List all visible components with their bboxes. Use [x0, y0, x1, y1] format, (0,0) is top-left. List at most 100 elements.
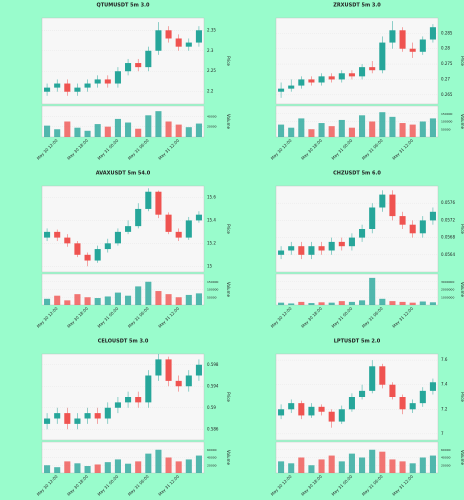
- volume-bar: [54, 467, 61, 473]
- candle-body: [195, 30, 202, 43]
- x-tick-label: May 31 06:00: [127, 474, 150, 497]
- candle-body: [328, 241, 335, 251]
- x-tick-label: May 31 06:00: [127, 138, 150, 161]
- candle-body: [165, 359, 172, 381]
- y-tick-label: 2.3: [207, 48, 214, 53]
- candle-body: [338, 73, 345, 80]
- volume-bar: [135, 128, 142, 137]
- volume-bar: [379, 451, 386, 473]
- volume-bar: [165, 121, 172, 137]
- volume-bar: [348, 127, 355, 137]
- volume-tick-label: 1000000: [441, 295, 454, 299]
- volume-bar: [369, 277, 376, 305]
- x-tick-label: May 30 18:00: [300, 474, 323, 497]
- y-tick-label: 0.0568: [441, 235, 455, 240]
- volume-bar: [379, 112, 386, 137]
- volume-bar: [185, 294, 192, 305]
- candle-body: [429, 211, 436, 221]
- volume-bar: [278, 124, 285, 137]
- volume-tick-label: 100000: [207, 288, 219, 292]
- candle-body: [155, 359, 162, 376]
- y-tick-label: 2.2: [207, 89, 214, 94]
- candle-body: [359, 390, 366, 397]
- x-tick-label: May 31 00:00: [330, 474, 353, 497]
- volume-bar: [195, 293, 202, 305]
- candle-body: [298, 246, 305, 255]
- candle-body: [44, 418, 51, 424]
- candle-body: [318, 76, 325, 83]
- candle-body: [175, 380, 182, 387]
- volume-bar: [389, 301, 396, 305]
- volume-axis-label: Volume: [460, 282, 464, 297]
- candle-body: [278, 88, 285, 92]
- volume-tick-label: 50000: [207, 295, 217, 299]
- price-panel: [41, 353, 205, 441]
- volume-bar: [84, 130, 91, 137]
- candle-body: [104, 407, 111, 419]
- candle-body: [298, 403, 305, 416]
- volume-bar: [114, 292, 121, 305]
- volume-bar: [338, 301, 345, 305]
- x-tick-label: May 31 00:00: [96, 138, 119, 161]
- volume-bar: [409, 124, 416, 137]
- candle-body: [135, 63, 142, 68]
- y-tick-label: 0.265: [441, 92, 453, 97]
- volume-bar: [389, 116, 396, 137]
- volume-bar: [399, 301, 406, 305]
- candle-body: [195, 364, 202, 376]
- volume-bar: [135, 461, 142, 473]
- candle-body: [308, 406, 315, 416]
- candle-body: [338, 409, 345, 422]
- volume-bar: [308, 129, 315, 137]
- y-tick-label: 0.27: [441, 76, 450, 81]
- y-tick-label: 7.6: [441, 357, 448, 362]
- candle-body: [288, 246, 295, 251]
- chart-title: AVAXUSDT 5m 54.0: [96, 171, 151, 177]
- y-tick-label: 0.586: [207, 426, 219, 431]
- volume-bar: [185, 459, 192, 473]
- volume-tick-label: 2000000: [441, 288, 454, 292]
- candle-body: [288, 403, 295, 410]
- x-tick-label: May 30 18:00: [66, 474, 89, 497]
- y-tick-label: 0.285: [441, 30, 453, 35]
- volume-bar: [298, 457, 305, 473]
- candle-body: [185, 42, 192, 47]
- candle-body: [379, 194, 386, 208]
- candle-body: [135, 397, 142, 403]
- candle-body: [44, 87, 51, 92]
- candle-body: [419, 220, 426, 234]
- candle-body: [328, 411, 335, 422]
- volume-bar: [318, 302, 325, 305]
- volume-bar: [328, 302, 335, 305]
- candle-body: [145, 50, 152, 68]
- volume-bar: [104, 462, 111, 473]
- volume-tick-label: 60000: [207, 448, 217, 452]
- candle-body: [64, 413, 71, 424]
- volume-bar: [288, 303, 295, 305]
- volume-bar: [399, 461, 406, 473]
- candle-body: [348, 237, 355, 247]
- x-tick-label: May 31 12:00: [391, 474, 414, 497]
- volume-bar: [195, 123, 202, 137]
- x-tick-label: May 31 06:00: [361, 138, 384, 161]
- x-tick-label: May 30 12:00: [270, 474, 293, 497]
- volume-axis-label: Volume: [226, 114, 231, 129]
- volume-bar: [54, 295, 61, 305]
- candle-body: [125, 397, 132, 403]
- candle-body: [369, 67, 376, 71]
- volume-bar: [298, 301, 305, 305]
- volume-bar: [359, 115, 366, 137]
- volume-bar: [308, 303, 315, 305]
- volume-bar: [369, 121, 376, 137]
- x-tick-label: May 30 18:00: [300, 138, 323, 161]
- volume-bar: [429, 302, 436, 305]
- candle-body: [175, 38, 182, 47]
- x-tick-label: May 30 12:00: [270, 306, 293, 329]
- candle-body: [195, 214, 202, 221]
- volume-axis-label: Volume: [226, 450, 231, 465]
- volume-bar: [125, 463, 132, 473]
- volume-tick-label: 20000: [441, 463, 451, 467]
- volume-bar: [165, 457, 172, 473]
- x-tick-label: May 31 06:00: [127, 306, 150, 329]
- y-tick-label: 7.2: [441, 406, 448, 411]
